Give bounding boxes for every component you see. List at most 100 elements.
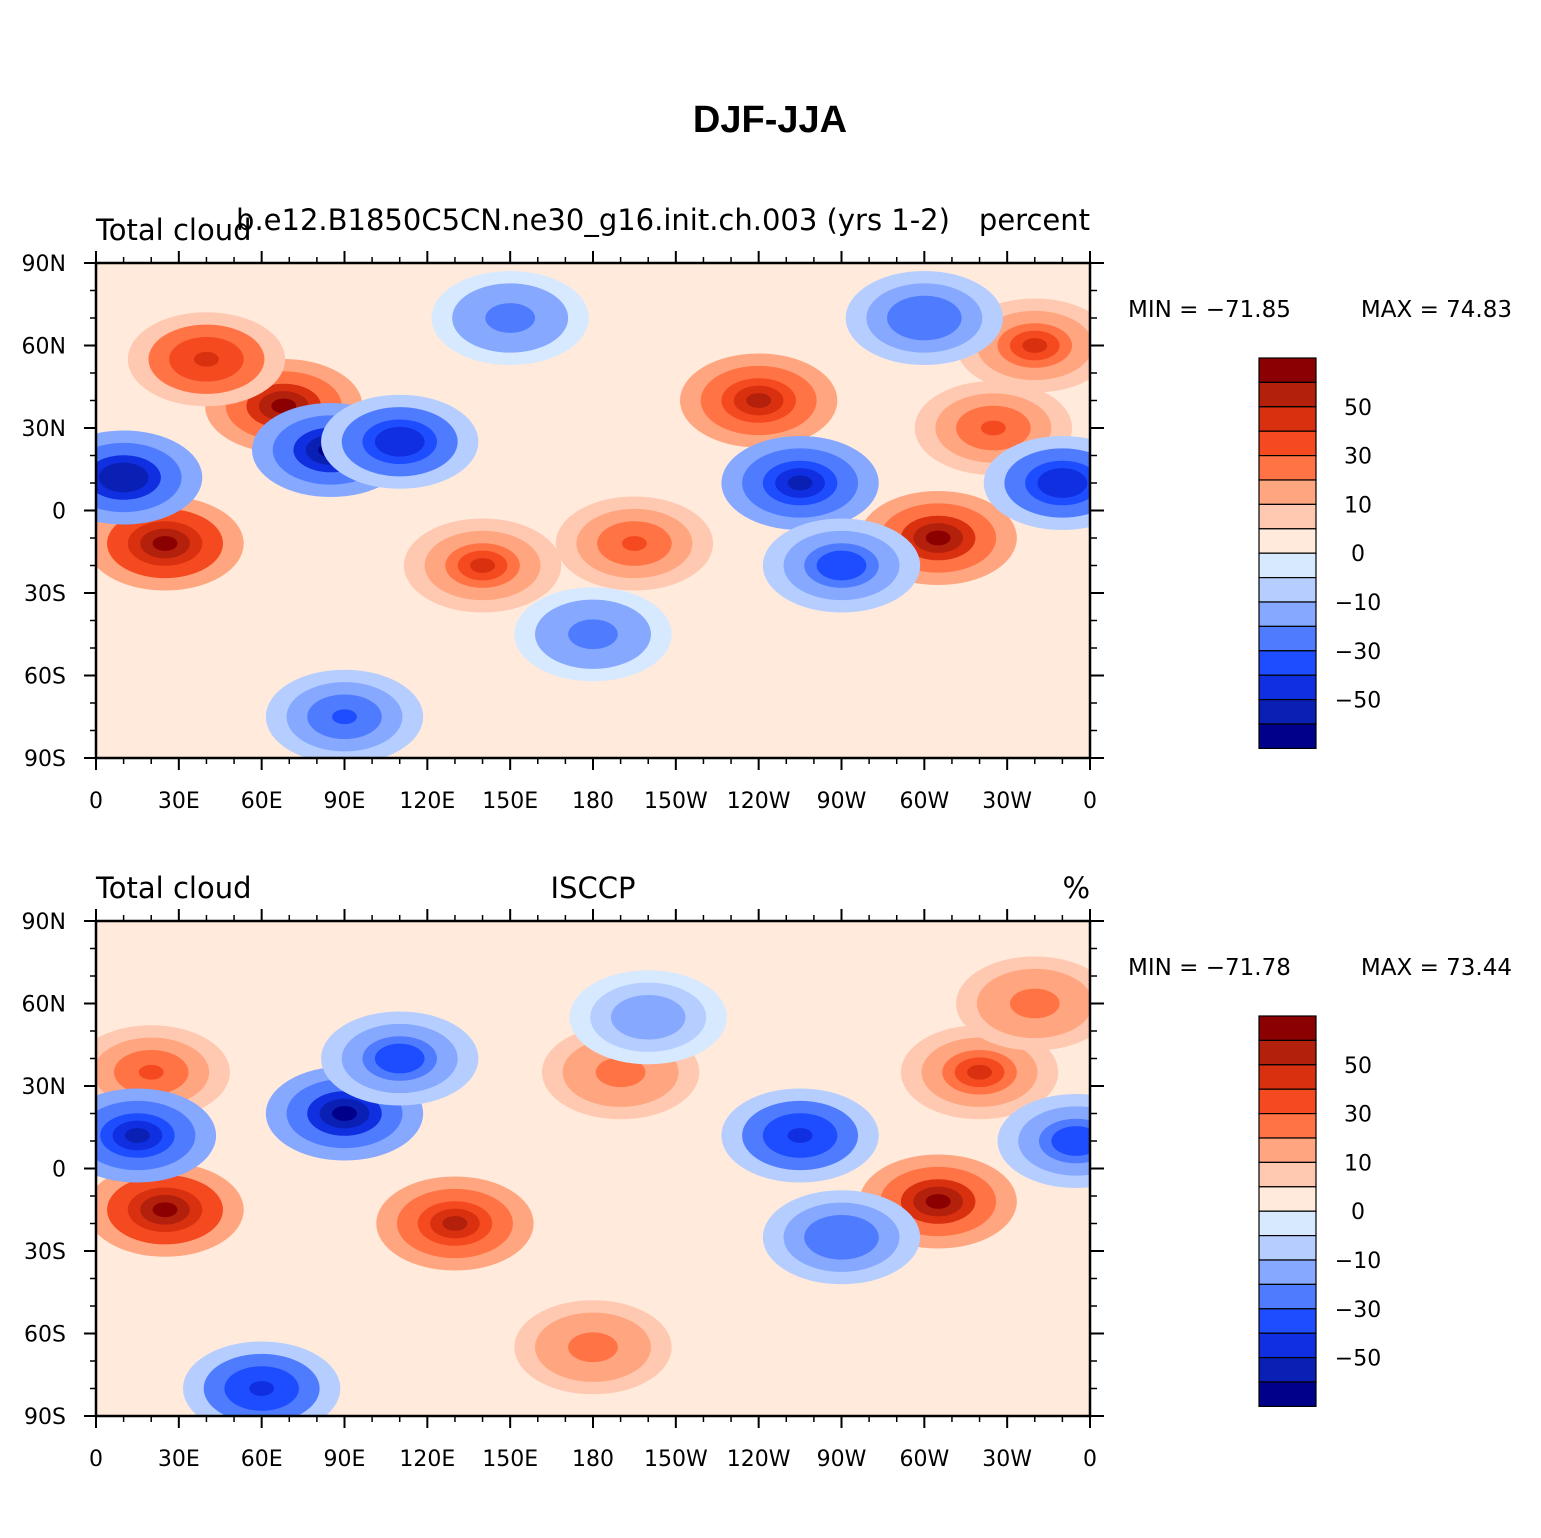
panels: Total cloudb.e12.B1850C5CN.ne30_g16.init… xyxy=(22,203,1512,1472)
colorbar-box xyxy=(1258,601,1317,627)
anomaly-blob xyxy=(569,970,727,1065)
colorbar-label: −30 xyxy=(1335,1298,1381,1323)
anomaly-blob xyxy=(96,430,203,525)
x-tick-label: 60W xyxy=(899,789,949,814)
colorbar-box xyxy=(1258,698,1317,725)
anomaly-contour xyxy=(967,1064,992,1080)
x-tick-label: 150W xyxy=(644,1447,708,1472)
colorbar-label: 10 xyxy=(1344,493,1372,518)
colorbar-box xyxy=(1258,650,1317,676)
colorbar-label: 30 xyxy=(1344,445,1372,470)
anomaly-contour xyxy=(271,398,297,414)
colorbar-box xyxy=(1258,528,1317,554)
anomaly-blob xyxy=(403,518,562,613)
center-label: b.e12.B1850C5CN.ne30_g16.init.ch.003 (yr… xyxy=(236,203,950,237)
colorbar: 50 30 10 0 −10 −30 −50 xyxy=(1258,1015,1381,1407)
colorbar-label: −50 xyxy=(1335,1347,1381,1372)
y-tick-label: 60S xyxy=(24,1323,66,1348)
x-tick-label: 120W xyxy=(727,1447,791,1472)
anomaly-contour xyxy=(111,470,137,485)
colorbar-box xyxy=(1258,1308,1317,1334)
min-label: MIN = −71.78 xyxy=(1128,955,1291,981)
anomaly-blob xyxy=(96,1088,217,1183)
colorbar-box xyxy=(1258,357,1317,383)
anomaly-contour xyxy=(829,1229,854,1245)
anomaly-contour xyxy=(1022,338,1048,353)
map-panel-1: Total cloudb.e12.B1850C5CN.ne30_g16.init… xyxy=(22,203,1512,814)
x-tick-label: 0 xyxy=(89,1447,103,1472)
colorbar-box xyxy=(1258,1259,1317,1285)
colorbar-box xyxy=(1258,625,1317,652)
colorbar: 50 30 10 0 −10 −30 −50 xyxy=(1258,357,1381,749)
x-tick-label: 0 xyxy=(89,789,103,814)
x-tick-label: 60E xyxy=(241,789,283,814)
anomaly-contour xyxy=(608,1064,634,1080)
colorbar-box xyxy=(1258,406,1317,432)
x-tick-label: 150E xyxy=(482,1447,538,1472)
anomaly-contour xyxy=(1063,1133,1089,1149)
colorbar-box xyxy=(1258,1161,1317,1188)
figure-title: DJF-JJA xyxy=(693,99,847,141)
x-tick-label: 30E xyxy=(158,1447,200,1472)
anomaly-blob xyxy=(721,1088,879,1183)
colorbar-box xyxy=(1258,1332,1317,1359)
anomaly-contour xyxy=(635,1009,661,1025)
right-label: % xyxy=(1062,871,1090,905)
colorbar-box xyxy=(1258,430,1317,457)
anomaly-blob xyxy=(514,587,672,682)
left-label: Total cloud xyxy=(95,213,251,247)
anomaly-blob xyxy=(997,1093,1090,1189)
x-tick-label: 30W xyxy=(982,789,1032,814)
colorbar-box xyxy=(1258,381,1317,408)
center-label: ISCCP xyxy=(551,871,636,905)
anomaly-contour xyxy=(442,1216,468,1231)
colorbar-label: −10 xyxy=(1335,591,1381,616)
anomaly-contour xyxy=(621,536,647,551)
anomaly-contour xyxy=(925,1194,951,1209)
anomaly-blob xyxy=(431,270,589,366)
colorbar-box xyxy=(1258,1234,1317,1261)
anomaly-blob xyxy=(721,435,879,531)
x-tick-label: 120W xyxy=(727,789,791,814)
anomaly-contour xyxy=(829,558,854,573)
colorbar-box xyxy=(1258,1039,1317,1066)
anomaly-blob xyxy=(679,353,838,448)
anomaly-contour xyxy=(980,420,1006,436)
colorbar-box xyxy=(1258,1381,1317,1407)
max-label: MAX = 74.83 xyxy=(1361,297,1512,323)
anomaly-blob xyxy=(845,270,1004,366)
colorbar-label: −10 xyxy=(1335,1249,1381,1274)
colorbar-label: 0 xyxy=(1351,1200,1365,1225)
min-label: MIN = −71.85 xyxy=(1128,297,1291,323)
anomaly-blob xyxy=(956,298,1090,393)
y-tick-label: 90N xyxy=(22,252,66,277)
x-tick-label: 30W xyxy=(982,1447,1032,1472)
x-tick-label: 180 xyxy=(572,1447,614,1472)
anomaly-blob xyxy=(182,1341,341,1416)
anomaly-blob xyxy=(321,1011,479,1106)
y-tick-label: 0 xyxy=(52,1158,66,1183)
x-tick-label: 120E xyxy=(399,1447,455,1472)
anomaly-contour xyxy=(911,310,937,326)
colorbar-label: −50 xyxy=(1335,689,1381,714)
y-tick-label: 60N xyxy=(22,335,66,360)
colorbar-box xyxy=(1258,1186,1317,1212)
colorbar-box xyxy=(1258,1356,1317,1383)
anomaly-contour xyxy=(138,1064,164,1080)
anomaly-contour xyxy=(332,709,357,725)
y-tick-label: 90N xyxy=(22,910,66,935)
anomaly-contour xyxy=(925,530,951,546)
colorbar-box xyxy=(1258,552,1317,579)
colorbar-box xyxy=(1258,479,1317,505)
anomaly-field xyxy=(96,263,1090,758)
anomaly-contour xyxy=(746,393,772,408)
anomaly-contour xyxy=(1022,996,1048,1011)
x-tick-label: 120E xyxy=(399,789,455,814)
colorbar-box xyxy=(1258,1112,1317,1139)
x-tick-label: 90E xyxy=(324,789,366,814)
anomaly-blob xyxy=(376,1176,534,1271)
y-tick-label: 60S xyxy=(24,665,66,690)
anomaly-contour xyxy=(332,1106,357,1121)
y-tick-label: 60N xyxy=(22,993,66,1018)
